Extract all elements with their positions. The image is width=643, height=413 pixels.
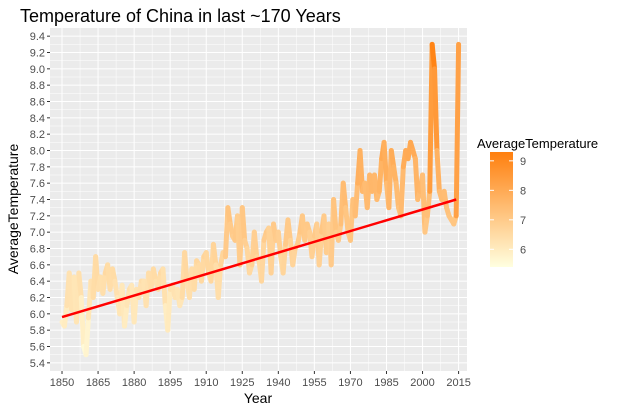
legend-label: 7 xyxy=(520,215,526,227)
series-segment xyxy=(331,197,339,235)
series-segment xyxy=(427,41,435,194)
series-segment xyxy=(191,258,200,292)
series-segment xyxy=(259,237,267,284)
series-segment xyxy=(441,188,450,211)
series-segment xyxy=(424,188,433,219)
series-segment xyxy=(112,278,120,300)
y-tick-label: 8.0 xyxy=(30,146,45,158)
series-segment xyxy=(398,164,406,219)
series-segment xyxy=(83,315,91,358)
chart-title: Temperature of China in last ~170 Years xyxy=(20,6,341,26)
series-segment xyxy=(309,233,317,260)
series-segment xyxy=(225,205,233,227)
series-segment xyxy=(182,250,190,284)
series-segment xyxy=(388,148,397,170)
series-segment xyxy=(78,295,87,349)
y-tick-label: 6.4 xyxy=(30,276,45,288)
series-segment xyxy=(432,66,440,153)
y-tick-label: 7.8 xyxy=(30,162,45,174)
y-axis: 5.4 5.6 5.8 6.0 6.2 6.4 6.6 6.8 7.0 7.2 7.4 7.6 7.8 8… xyxy=(30,31,50,370)
y-tick-label: 9.2 xyxy=(30,48,45,60)
series-segment xyxy=(376,156,385,194)
series-segment xyxy=(453,41,462,219)
y-tick-label: 7.0 xyxy=(30,227,45,239)
legend-label: 9 xyxy=(520,156,526,168)
color-legend: AverageTemperature 6 7 8 9 xyxy=(477,136,598,267)
y-tick-label: 6.2 xyxy=(30,293,45,305)
series-segment xyxy=(76,270,84,300)
x-tick-label: 1985 xyxy=(374,377,398,389)
x-tick-label: 1970 xyxy=(338,377,362,389)
y-tick-label: 6.6 xyxy=(30,260,45,272)
y-tick-label: 6.8 xyxy=(30,244,45,256)
series-segment xyxy=(340,180,349,211)
series-segment xyxy=(422,213,430,235)
y-tick-label: 6.0 xyxy=(30,309,45,321)
x-tick-label: 1940 xyxy=(266,377,290,389)
series-segment xyxy=(393,180,402,211)
x-tick-label: 1925 xyxy=(230,377,254,389)
trend-line xyxy=(61,198,457,319)
y-tick-label: 8.8 xyxy=(30,80,45,92)
series-segment xyxy=(165,286,173,333)
series-segment xyxy=(316,229,325,268)
series-segment xyxy=(343,205,351,235)
y-tick-label: 5.4 xyxy=(30,358,45,370)
y-tick-label: 7.4 xyxy=(30,195,45,207)
series-segment xyxy=(239,205,248,243)
x-tick-label: 1910 xyxy=(194,377,218,389)
y-tick-label: 5.6 xyxy=(30,342,45,354)
y-tick-label: 8.6 xyxy=(30,97,45,109)
series-segment xyxy=(100,270,108,296)
series-segment xyxy=(122,303,130,329)
x-axis-title: Year xyxy=(244,390,273,406)
y-axis-title: AverageTemperature xyxy=(5,144,21,275)
y-tick-label: 9.4 xyxy=(30,31,45,43)
legend-label: 8 xyxy=(520,185,526,197)
y-tick-label: 7.6 xyxy=(30,178,45,190)
series-segment xyxy=(391,164,399,186)
series-segment xyxy=(290,246,298,268)
series-segment xyxy=(429,41,438,72)
y-tick-label: 7.2 xyxy=(30,211,45,223)
x-tick-label: 1850 xyxy=(50,377,74,389)
series-segment xyxy=(352,180,361,219)
y-tick-label: 9.0 xyxy=(30,64,45,76)
legend-title: AverageTemperature xyxy=(477,136,598,151)
series-segment xyxy=(381,139,389,186)
legend-colorbar xyxy=(490,152,513,267)
x-axis: 1850 1865 1880 1895 1910 1925 1940 1955 1970 1985… xyxy=(50,371,471,389)
x-tick-label: 1955 xyxy=(302,377,326,389)
y-tick-label: 8.2 xyxy=(30,129,45,141)
x-tick-label: 1880 xyxy=(122,377,146,389)
series-segment xyxy=(210,241,219,268)
legend-label: 6 xyxy=(520,244,526,256)
x-tick-label: 2015 xyxy=(446,377,470,389)
series-segment xyxy=(203,250,212,276)
y-tick-label: 8.4 xyxy=(30,113,45,125)
x-tick-label: 1865 xyxy=(86,377,110,389)
series-segment xyxy=(335,221,344,243)
y-tick-label: 5.8 xyxy=(30,325,45,337)
x-tick-label: 2000 xyxy=(410,377,434,389)
series-segment xyxy=(198,254,207,284)
series-segment xyxy=(280,241,289,276)
series-segment xyxy=(285,217,293,243)
series-segment xyxy=(251,229,260,260)
series-segment xyxy=(434,148,442,194)
series-segment xyxy=(155,270,164,292)
x-tick-label: 1895 xyxy=(158,377,182,389)
